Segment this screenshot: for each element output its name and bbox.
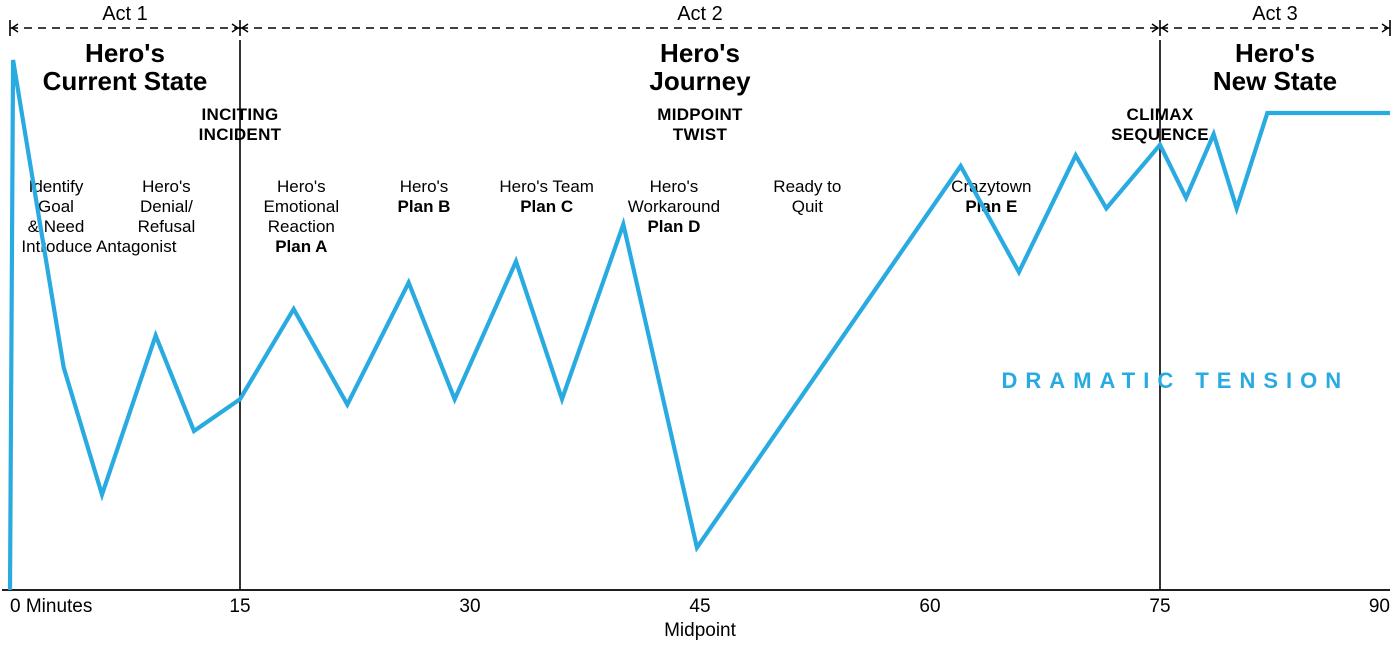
hero-title: Hero'sNew State (1213, 38, 1337, 96)
act-label: Act 1 (102, 3, 148, 25)
x-axis-label: 60 (919, 596, 940, 617)
beat-label: CrazytownPlan E (951, 177, 1031, 216)
x-axis-label: 75 (1149, 596, 1170, 617)
event-label: CLIMAXSEQUENCE (1111, 105, 1209, 144)
act-label: Act 3 (1252, 3, 1298, 25)
midpoint-label: Midpoint (664, 620, 737, 641)
x-axis-label: 0 Minutes (10, 596, 92, 617)
hero-title: Hero'sJourney (649, 38, 751, 96)
act-label: Act 2 (677, 3, 723, 25)
beat-label: Hero'sWorkaroundPlan D (628, 177, 720, 236)
story-structure-chart: Act 1 Act 2 Act 3 Hero'sCurrent State Hero's… (0, 0, 1400, 650)
dramatic-tension-label: DRAMATIC TENSION (1002, 368, 1350, 393)
hero-title: Hero'sCurrent State (43, 38, 208, 96)
beat-label: Hero'sPlan B (398, 177, 451, 216)
x-axis-label: 45 (689, 596, 710, 617)
event-label: MIDPOINTTWIST (657, 105, 743, 144)
event-label: INCITINGINCIDENT (199, 105, 282, 144)
beat-label: Hero'sEmotionalReactionPlan A (264, 177, 340, 256)
beat-label: Ready toQuit (773, 177, 841, 216)
beat-label: Hero's TeamPlan C (499, 177, 594, 216)
chart-svg: Act 1 Act 2 Act 3 Hero'sCurrent State Hero's… (0, 0, 1400, 650)
x-axis-label: 90 (1369, 596, 1390, 617)
x-axis-label: 30 (459, 596, 480, 617)
x-axis-label: 15 (229, 596, 250, 617)
beat-label: Hero'sDenial/Refusal (138, 177, 196, 236)
